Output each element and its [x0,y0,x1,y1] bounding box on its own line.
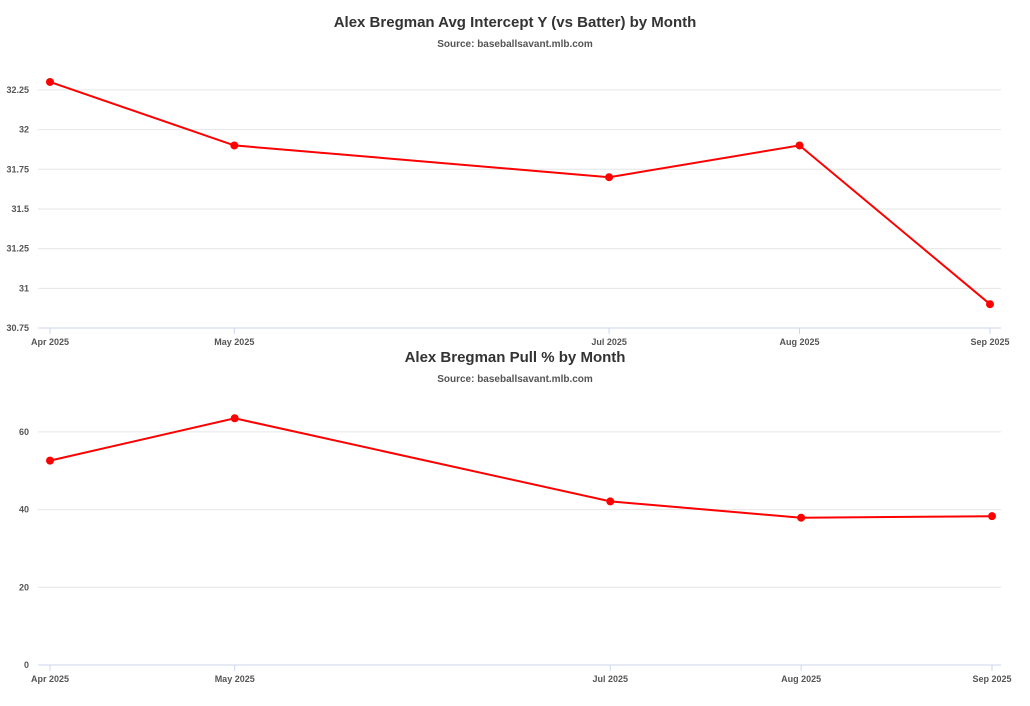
x-tick-label: Aug 2025 [781,674,821,684]
data-point [606,497,615,506]
y-tick-label: 31.75 [6,164,29,174]
data-point [46,77,54,86]
x-tick-label: Jul 2025 [591,337,627,347]
x-tick-label: May 2025 [214,337,254,347]
series-line [49,80,991,305]
chart-title: Alex Bregman Pull % by Month [404,349,626,366]
chart-subtitle: Source: baseballsavant.mlb.com [437,39,593,50]
y-tick-label: 31 [19,283,29,293]
intercept-y-chart: Alex Bregman Avg Intercept Y (vs Batter)… [0,0,1030,347]
data-point [230,141,239,150]
x-tick-label: Apr 2025 [31,674,69,684]
y-tick-label: 60 [19,427,29,437]
pull-percent-chart: Alex Bregman Pull % by Month Source: bas… [0,345,1030,706]
y-tick-label: 20 [19,582,29,592]
x-tick-label: May 2025 [215,674,255,684]
chart-title: Alex Bregman Avg Intercept Y (vs Batter)… [333,14,697,31]
data-point [988,512,996,521]
x-tick-label: Sep 2025 [972,674,1011,684]
series-line [49,417,993,519]
chart-subtitle: Source: baseballsavant.mlb.com [437,374,593,385]
data-point [797,513,806,522]
x-tick-label: Sep 2025 [970,337,1009,347]
y-tick-label: 40 [19,505,29,515]
x-tick-label: Aug 2025 [780,337,820,347]
y-tick-label: 31.25 [6,244,29,254]
data-point [986,300,994,309]
line-plot: 30.75 31 31.25 31.5 31.75 32 32.25 Apr 2025 May … [6,77,1010,347]
y-tick-label: 0 [24,660,29,670]
line-plot: 0 20 40 60 Apr 2025 May 2025 Jul 2025 Aug 2025 S… [19,414,1012,684]
data-point [795,141,804,150]
data-point [230,414,239,423]
x-tick-label: Jul 2025 [593,674,629,684]
y-tick-label: 32 [19,125,29,135]
y-tick-label: 32.25 [6,85,29,95]
y-tick-label: 31.5 [11,204,29,214]
data-point [46,456,54,465]
y-tick-label: 30.75 [6,323,29,333]
x-tick-label: Apr 2025 [31,337,69,347]
data-point [605,173,614,182]
